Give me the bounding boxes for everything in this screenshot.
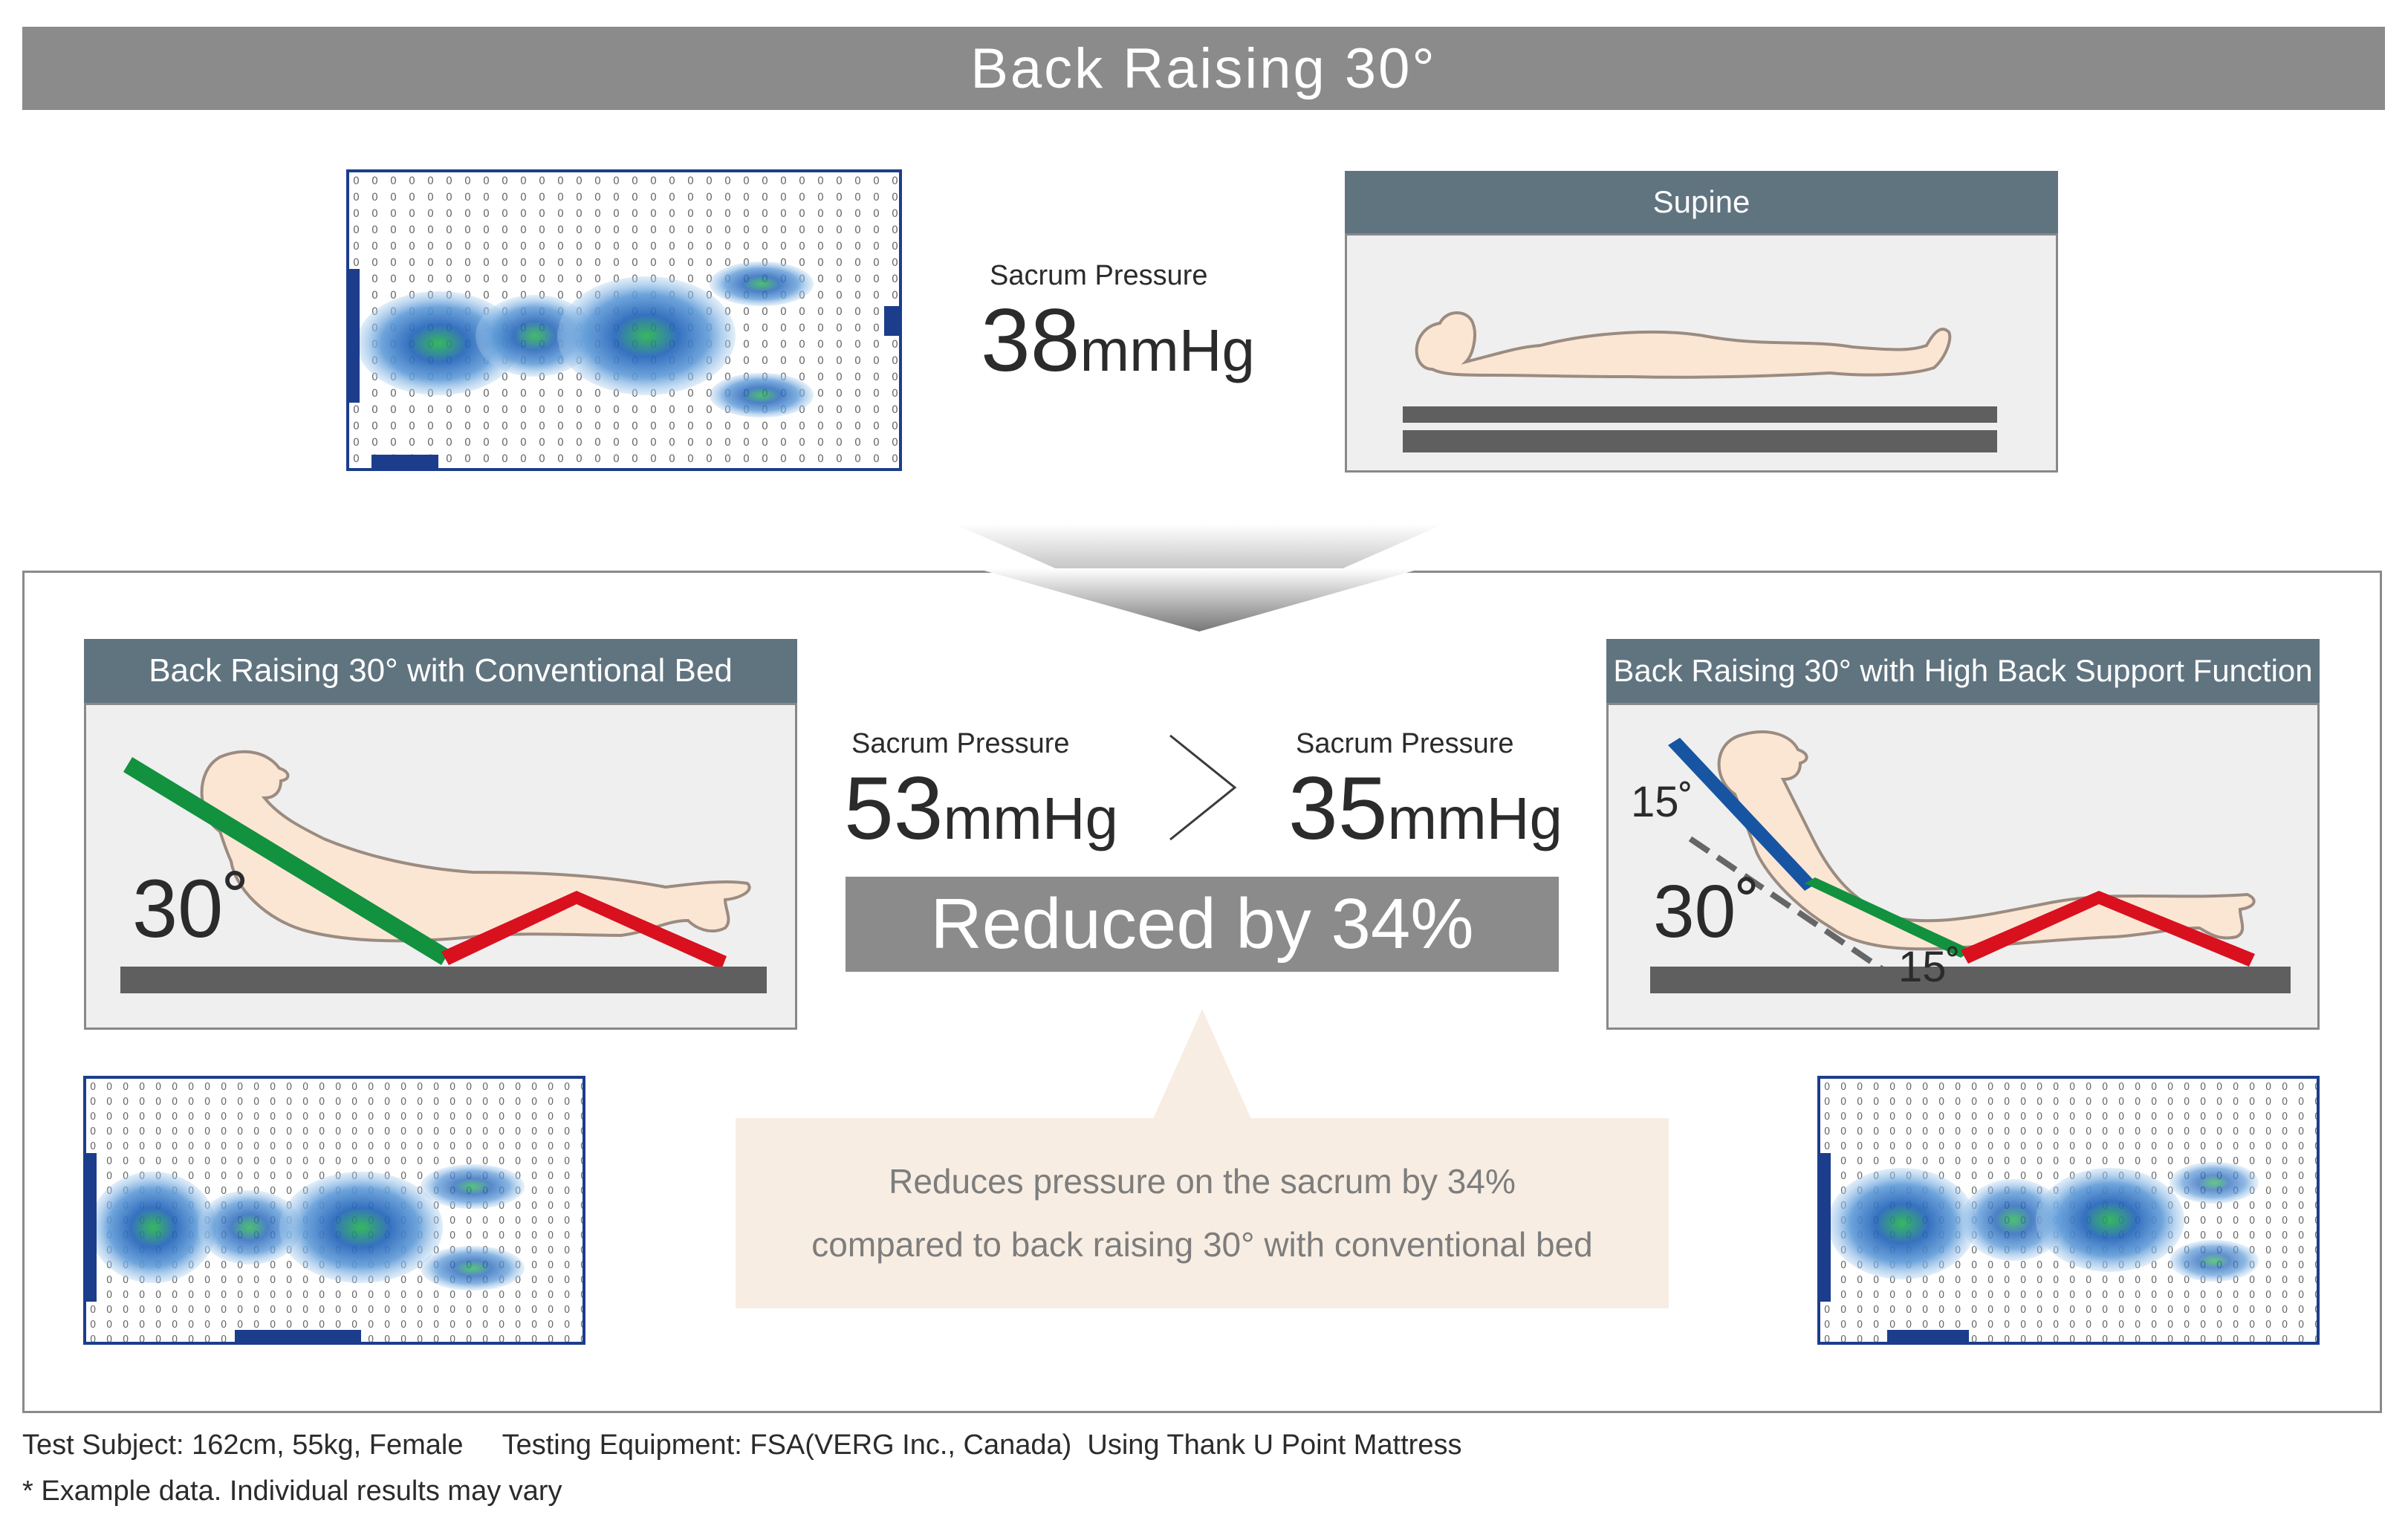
high-back-panel: 30˚ 15˚ 15˚ bbox=[1606, 703, 2320, 1030]
top-pressure-label: Sacrum Pressure bbox=[990, 260, 1208, 291]
high-back-pressure-unit: mmHg bbox=[1387, 785, 1563, 851]
greater-than-icon bbox=[1169, 734, 1237, 841]
high-back-main-angle: 30˚ bbox=[1653, 870, 1761, 953]
conventional-pressure-number: 53 bbox=[844, 759, 944, 858]
pressure-map-conventional-graphic: 0 bbox=[86, 1079, 582, 1342]
high-back-pressure-value: 35mmHg bbox=[1288, 764, 1562, 853]
conventional-illustration: 30˚ bbox=[120, 750, 767, 993]
top-pressure-value: 38mmHg bbox=[981, 296, 1255, 385]
pressure-map-supine: 0 bbox=[346, 169, 902, 471]
note-box: Reduces pressure on the sacrum by 34% co… bbox=[736, 1118, 1669, 1308]
note-line-2: compared to back raising 30° with conven… bbox=[811, 1225, 1593, 1264]
conventional-angle-label: 30˚ bbox=[132, 863, 250, 955]
conventional-pressure-label: Sacrum Pressure bbox=[851, 728, 1070, 759]
footer-disclaimer: * Example data. Individual results may v… bbox=[22, 1476, 562, 1507]
pressure-map-conventional: 0 bbox=[83, 1076, 585, 1345]
high-back-illustration: 30˚ 15˚ 15˚ bbox=[1631, 730, 2291, 993]
supine-illustration bbox=[1403, 311, 1997, 452]
supine-panel-header: Supine bbox=[1345, 171, 2058, 233]
high-back-pressure-number: 35 bbox=[1288, 759, 1388, 858]
pressure-map-high-back: 0 bbox=[1817, 1076, 2320, 1345]
conventional-pressure-unit: mmHg bbox=[943, 785, 1119, 851]
reduced-banner: Reduced by 34% bbox=[846, 877, 1559, 972]
pressure-map-high-back-graphic: 0 bbox=[1820, 1079, 2317, 1342]
down-arrow-overlay bbox=[976, 568, 1422, 632]
top-pressure-unit: mmHg bbox=[1080, 317, 1256, 383]
high-back-lower-angle: 15˚ bbox=[1898, 943, 1961, 991]
conventional-panel-header: Back Raising 30° with Conventional Bed bbox=[84, 639, 797, 703]
high-back-panel-header: Back Raising 30° with High Back Support … bbox=[1606, 639, 2320, 703]
note-pointer bbox=[1153, 1009, 1251, 1119]
conventional-panel: 30˚ bbox=[84, 703, 797, 1030]
high-back-upper-angle: 15˚ bbox=[1631, 778, 1693, 826]
note-line-1: Reduces pressure on the sacrum by 34% bbox=[889, 1161, 1516, 1201]
page-title: Back Raising 30° bbox=[22, 27, 2385, 110]
supine-panel bbox=[1345, 233, 2058, 473]
conventional-pressure-value: 53mmHg bbox=[844, 764, 1118, 853]
footer-test-info: Test Subject: 162cm, 55kg, Female Testin… bbox=[22, 1429, 1462, 1461]
pressure-map-supine-graphic: 0 bbox=[349, 172, 899, 468]
high-back-pressure-label: Sacrum Pressure bbox=[1296, 728, 1514, 759]
top-pressure-number: 38 bbox=[981, 290, 1080, 390]
